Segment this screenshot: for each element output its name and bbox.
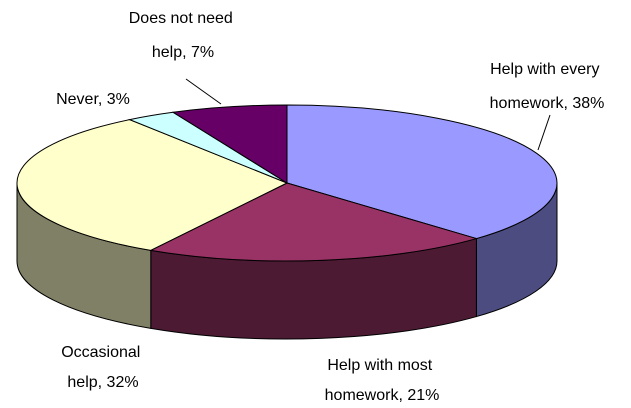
pie-slices	[16, 104, 558, 262]
slice-label-never: Never, 3%	[56, 91, 130, 108]
pie-slice-no-help	[171, 104, 288, 184]
slice-label-help-every: Help with every homework, 38%	[490, 61, 605, 112]
pie-sides	[16, 182, 558, 340]
leader-line-help-every	[537, 114, 551, 151]
leader-lines	[185, 78, 551, 151]
pie-slice-occasional	[16, 119, 289, 251]
pie-slice-help-most	[149, 182, 479, 262]
pie-slice-help-every	[286, 104, 558, 240]
slice-label-help-most: Help with most homework, 21%	[325, 357, 440, 404]
leader-line-no-help	[185, 78, 222, 105]
slice-label-no-help: Does not need help, 7%	[129, 10, 238, 61]
slice-label-occasional: Occasional help, 32%	[61, 344, 145, 391]
